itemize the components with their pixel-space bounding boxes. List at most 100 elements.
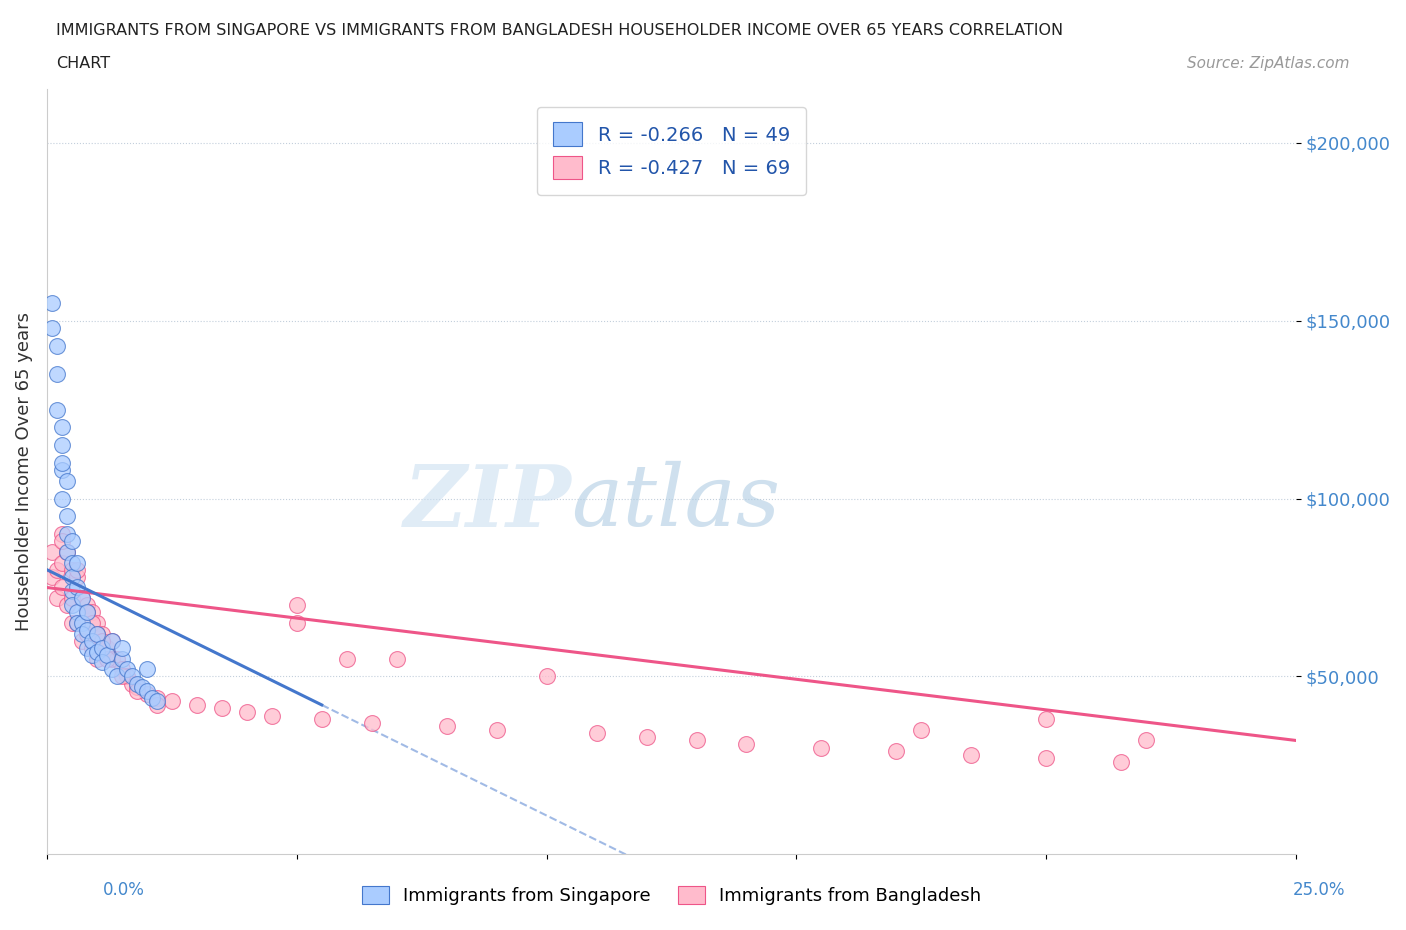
Point [60, 598, 83, 613]
Point [135, 684, 157, 698]
Point [76, 626, 98, 641]
Point [1035, 711, 1057, 726]
Point [70, 633, 93, 648]
Point [536, 669, 558, 684]
Point [66, 563, 89, 578]
Point [70, 616, 93, 631]
Text: 0.0%: 0.0% [103, 881, 145, 899]
Point [1035, 751, 1057, 765]
Point [86, 626, 108, 641]
Point [125, 676, 148, 691]
Point [285, 598, 308, 613]
Point [125, 684, 148, 698]
Point [111, 662, 134, 677]
Point [80, 647, 103, 662]
Point [135, 662, 157, 677]
Point [90, 633, 112, 648]
Point [141, 690, 163, 705]
Point [56, 544, 79, 559]
Point [70, 626, 93, 641]
Point [236, 705, 259, 720]
Point [90, 655, 112, 670]
Point [56, 473, 79, 488]
Point [76, 623, 98, 638]
Point [45, 366, 67, 381]
Point [80, 616, 103, 631]
Point [60, 569, 83, 584]
Point [51, 555, 73, 570]
Point [125, 680, 148, 695]
Point [76, 598, 98, 613]
Point [70, 591, 93, 605]
Point [51, 580, 73, 595]
Point [66, 604, 89, 619]
Point [211, 701, 233, 716]
Point [51, 420, 73, 435]
Point [685, 733, 707, 748]
Point [80, 641, 103, 656]
Point [70, 591, 93, 605]
Point [41, 320, 63, 335]
Text: 25.0%: 25.0% [1294, 881, 1346, 899]
Point [385, 651, 408, 666]
Point [66, 616, 89, 631]
Point [56, 526, 79, 541]
Point [66, 580, 89, 595]
Point [101, 662, 124, 677]
Point [76, 604, 98, 619]
Point [51, 462, 73, 477]
Point [45, 339, 67, 353]
Point [41, 296, 63, 311]
Point [146, 690, 169, 705]
Point [45, 402, 67, 417]
Point [51, 491, 73, 506]
Text: Source: ZipAtlas.com: Source: ZipAtlas.com [1187, 56, 1350, 71]
Point [51, 534, 73, 549]
Point [66, 616, 89, 631]
Point [146, 698, 169, 712]
Point [810, 740, 832, 755]
Point [146, 694, 169, 709]
Point [121, 669, 143, 684]
Point [80, 604, 103, 619]
Point [111, 641, 134, 656]
Point [56, 598, 79, 613]
Point [56, 509, 79, 524]
Point [86, 616, 108, 631]
Point [121, 676, 143, 691]
Y-axis label: Householder Income Over 65 years: Householder Income Over 65 years [15, 312, 32, 631]
Point [60, 563, 83, 578]
Point [1135, 733, 1157, 748]
Point [60, 616, 83, 631]
Point [585, 726, 607, 741]
Point [60, 584, 83, 599]
Point [51, 438, 73, 453]
Point [41, 569, 63, 584]
Point [96, 641, 118, 656]
Point [101, 633, 124, 648]
Point [886, 744, 908, 759]
Point [76, 641, 98, 656]
Point [60, 555, 83, 570]
Point [90, 641, 112, 656]
Text: atlas: atlas [572, 461, 780, 544]
Text: ZIP: ZIP [404, 460, 572, 544]
Point [105, 651, 128, 666]
Point [285, 616, 308, 631]
Point [101, 651, 124, 666]
Point [1109, 754, 1132, 769]
Point [41, 544, 63, 559]
Point [90, 626, 112, 641]
Point [86, 626, 108, 641]
Point [336, 651, 359, 666]
Legend: R = -0.266   N = 49, R = -0.427   N = 69: R = -0.266 N = 49, R = -0.427 N = 69 [537, 107, 806, 195]
Point [436, 719, 458, 734]
Point [86, 651, 108, 666]
Point [135, 686, 157, 701]
Point [960, 748, 983, 763]
Point [910, 723, 932, 737]
Point [45, 563, 67, 578]
Point [56, 544, 79, 559]
Point [66, 555, 89, 570]
Point [45, 591, 67, 605]
